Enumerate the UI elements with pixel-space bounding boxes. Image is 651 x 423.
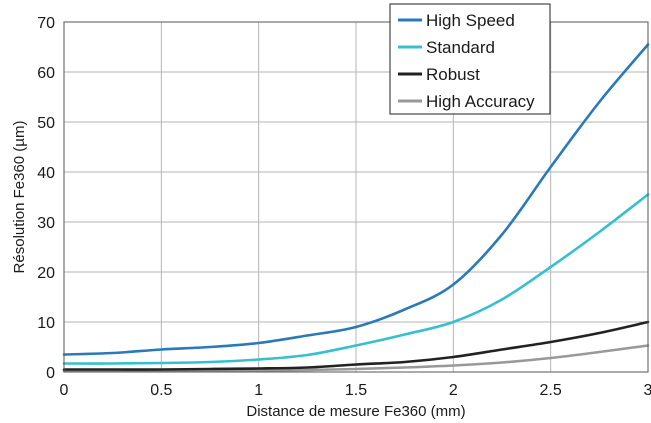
y-tick-label: 20 [37,265,55,282]
x-tick-label: 1 [254,382,263,399]
grid [63,21,649,373]
x-tick-label: 2.5 [540,382,562,399]
legend-label-high-speed: High Speed [426,11,515,30]
legend-box [389,3,551,115]
series-line-high-speed [62,43,650,356]
legend-label-robust: Robust [426,65,480,84]
y-axis-label: Résolution Fe360 (µm) [11,121,28,274]
series-line-standard [62,193,650,365]
x-tick-labels: 0 0.5 1 1.5 2 2.5 3 [60,382,651,399]
series-line-high-accuracy [62,344,650,373]
plot-frame [63,21,649,373]
series-lines [62,43,650,373]
x-tick-label: 2 [449,382,458,399]
y-tick-label: 50 [37,115,55,132]
y-tick-label: 40 [37,165,55,182]
x-axis-label: Distance de mesure Fe360 (mm) [246,403,465,420]
y-tick-label: 10 [37,315,55,332]
y-tick-label: 30 [37,215,55,232]
x-tick-label: 0 [60,382,69,399]
y-tick-label: 70 [37,15,55,32]
x-tick-label: 3 [644,382,651,399]
legend-label-standard: Standard [426,38,495,57]
y-tick-label: 0 [46,365,55,382]
x-tick-label: 1.5 [345,382,367,399]
series-line-robust [62,320,650,371]
x-tick-label: 0.5 [150,382,172,399]
y-tick-labels: 0 10 20 30 40 50 60 70 [37,15,55,382]
y-tick-label: 60 [37,65,55,82]
legend-label-high-accuracy: High Accuracy [426,92,535,111]
legend: High Speed Standard Robust High Accuracy [389,3,551,115]
